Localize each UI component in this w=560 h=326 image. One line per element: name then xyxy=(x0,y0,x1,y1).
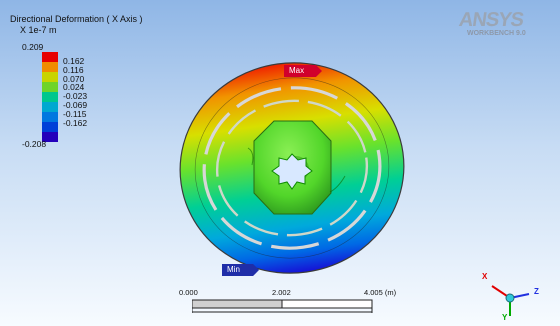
hub-center-hole xyxy=(271,153,313,190)
min-probe-label: Min xyxy=(222,264,259,276)
triad-label-x: X xyxy=(482,272,488,281)
legend-swatch-3 xyxy=(42,72,58,82)
legend-label-4: 0.024 xyxy=(63,82,85,92)
scale-label-end: 4.005 (m) xyxy=(364,288,397,297)
legend-swatch-9 xyxy=(42,132,58,142)
legend-swatch-6 xyxy=(42,102,58,112)
legend-label-2: 0.116 xyxy=(63,65,84,75)
result-units: X 1e-7 m xyxy=(20,25,57,35)
legend-label-6: -0.069 xyxy=(63,100,88,110)
result-title: Directional Deformation ( X Axis ) xyxy=(10,14,143,24)
legend-min-value: -0.208 xyxy=(22,139,47,149)
legend-label-3: 0.070 xyxy=(63,74,85,84)
legend-swatch-4 xyxy=(42,82,58,92)
legend-max-value: 0.209 xyxy=(22,42,44,52)
legend-label-5: -0.023 xyxy=(63,91,88,101)
triad-label-y: Y xyxy=(502,313,508,322)
legend-swatch-2 xyxy=(42,62,58,72)
max-probe-label: Max xyxy=(284,65,322,77)
legend-swatch-1 xyxy=(42,52,58,62)
legend-swatch-8 xyxy=(42,122,58,132)
triad-label-z: Z xyxy=(534,287,539,296)
scale-label-start: 0.000 xyxy=(179,288,198,297)
scale-label-mid: 2.002 xyxy=(272,288,291,297)
axis-triad[interactable] xyxy=(480,270,540,320)
scale-bar xyxy=(191,299,373,313)
legend-label-8: -0.162 xyxy=(63,118,88,128)
ansys-logo: ANSYS WORKBENCH 9.0 xyxy=(458,9,554,39)
logo-sub-text: WORKBENCH 9.0 xyxy=(467,30,526,37)
legend-label-1: 0.162 xyxy=(63,56,85,66)
legend-swatch-5 xyxy=(42,92,58,102)
legend-label-7: -0.115 xyxy=(63,109,87,119)
legend-swatch-7 xyxy=(42,112,58,122)
